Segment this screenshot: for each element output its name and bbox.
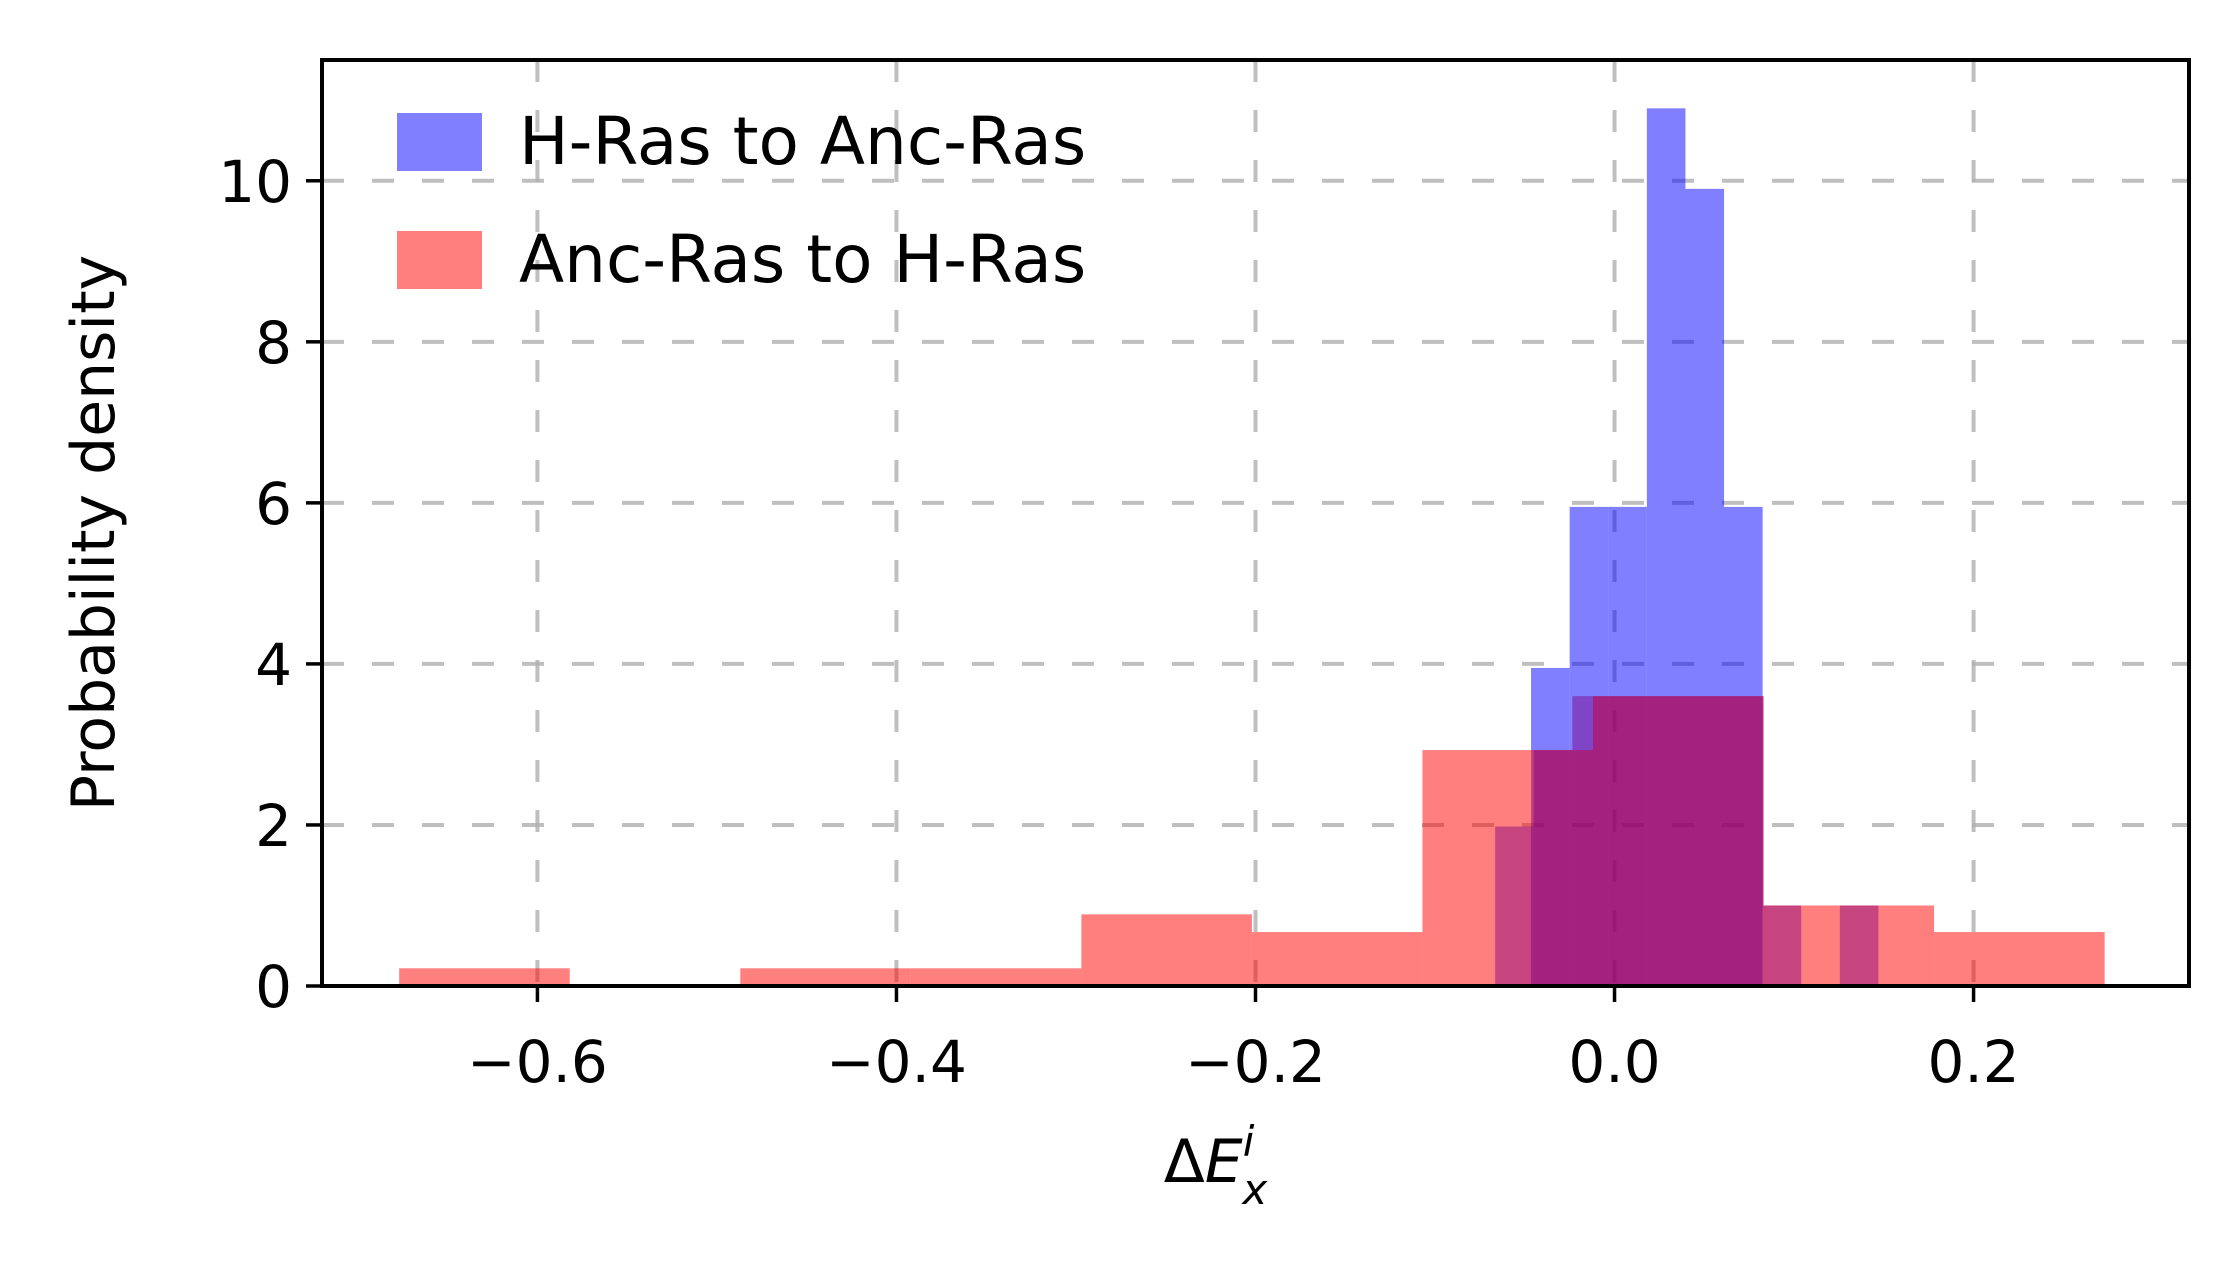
y-tick-label: 8	[255, 309, 292, 377]
y-tick-label: 0	[255, 953, 292, 1021]
histogram-bar-series-2	[1934, 932, 2105, 986]
histogram-bar-series-2	[740, 968, 911, 986]
legend-label: H-Ras to Anc-Ras	[519, 103, 1086, 180]
histogram-bar-series-2	[1592, 696, 1764, 986]
histogram-bar-series-3	[1533, 750, 1573, 986]
histogram-bar-series-2	[1422, 750, 1593, 986]
legend-swatch	[397, 113, 482, 171]
histogram-bar-series-2	[910, 968, 1082, 986]
x-tick-label: 0.2	[1927, 1028, 2019, 1096]
histogram-bar-series-3	[1495, 826, 1534, 986]
x-axis-label: ΔEi x	[1164, 1117, 1269, 1214]
legend: H-Ras to Anc-Ras Anc-Ras to H-Ras	[397, 103, 1086, 298]
histogram-bar-series-3	[1572, 696, 1764, 986]
x-axis-label-e: E	[1205, 1127, 1243, 1197]
y-tick-label: 6	[255, 470, 292, 538]
x-axis-label-sub: x	[1240, 1165, 1268, 1214]
legend-label: Anc-Ras to H-Ras	[519, 221, 1086, 298]
legend-swatch	[397, 231, 482, 289]
histogram-bar-series-2	[1251, 932, 1423, 986]
histogram-bars	[399, 108, 2105, 986]
y-tick-label: 4	[255, 631, 292, 699]
x-tick-label: 0.0	[1568, 1028, 1660, 1096]
histogram-bar-series-2	[1763, 905, 1935, 986]
histogram-bar-series-2	[399, 968, 570, 986]
x-axis-ticks: −0.6 −0.4 −0.2 0.0 0.2	[467, 986, 2020, 1096]
histogram-bar-series-2	[1081, 914, 1252, 986]
y-axis-label: Probability density	[59, 255, 129, 811]
y-tick-label: 2	[255, 792, 292, 860]
x-tick-label: −0.4	[826, 1028, 967, 1096]
x-axis-label-sup: i	[1243, 1117, 1255, 1166]
histogram-bar-series-3	[1763, 905, 1802, 986]
x-tick-label: −0.2	[1185, 1028, 1326, 1096]
plot-area	[320, 58, 2191, 988]
histogram-bar-series-3	[1839, 905, 1879, 986]
y-tick-label: 10	[218, 148, 292, 216]
y-axis-ticks: 0 2 4 6 8 10	[218, 148, 322, 1021]
x-axis-label-delta: Δ	[1164, 1127, 1205, 1197]
x-tick-label: −0.6	[467, 1028, 608, 1096]
